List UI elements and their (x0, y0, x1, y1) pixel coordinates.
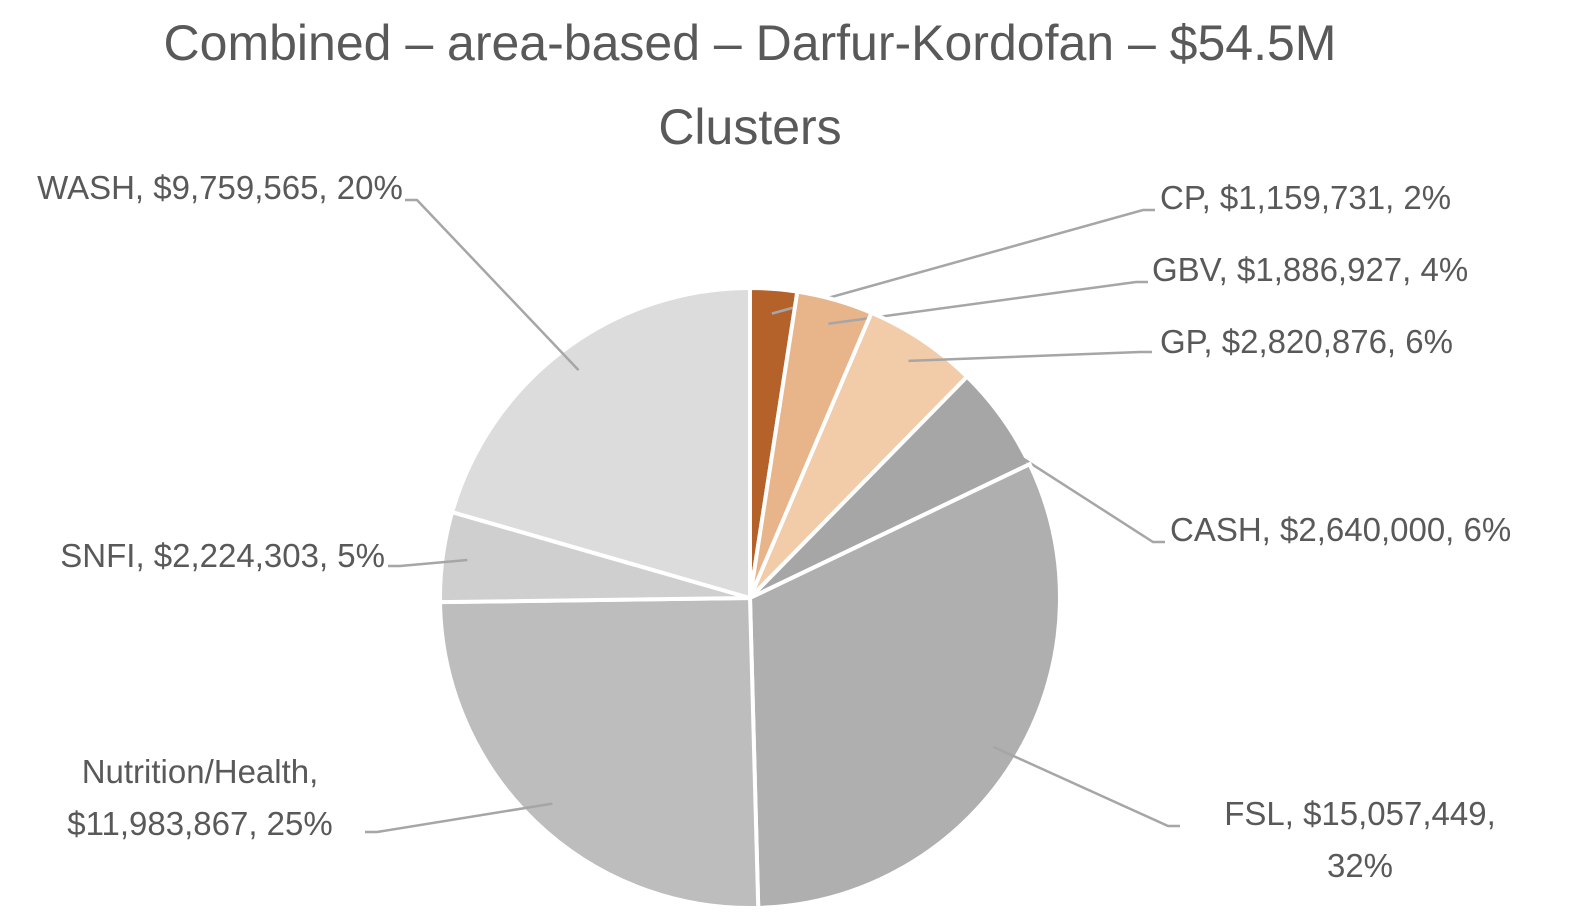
pie-slice (437, 595, 761, 910)
data-label: Nutrition/Health, $11,983,867, 25% (67, 753, 333, 842)
data-label: CP, $1,159,731, 2% (1160, 179, 1452, 216)
data-label: GBV, $1,886,927, 4% (1152, 251, 1469, 288)
leader-line (992, 745, 1180, 828)
chart-title: Combined – area-based – Darfur-Kordofan … (163, 15, 1337, 71)
data-label: FSL, $15,057,449, 32% (1224, 795, 1496, 884)
data-label: CASH, $2,640,000, 6% (1170, 511, 1512, 548)
data-label: GP, $2,820,876, 6% (1160, 323, 1453, 360)
leader-line (388, 558, 468, 568)
leader-line (771, 208, 1155, 315)
data-label: WASH, $9,759,565, 20% (37, 169, 403, 206)
leader-line (908, 350, 1152, 363)
pie-slice (747, 461, 1062, 910)
leader-line (981, 431, 1165, 544)
data-label: SNFI, $2,224,303, 5% (60, 537, 385, 574)
pie-slice (449, 285, 752, 601)
leader-line (405, 198, 580, 371)
chart-title: Clusters (658, 99, 842, 155)
leader-line (828, 280, 1148, 325)
leader-line (365, 802, 553, 834)
